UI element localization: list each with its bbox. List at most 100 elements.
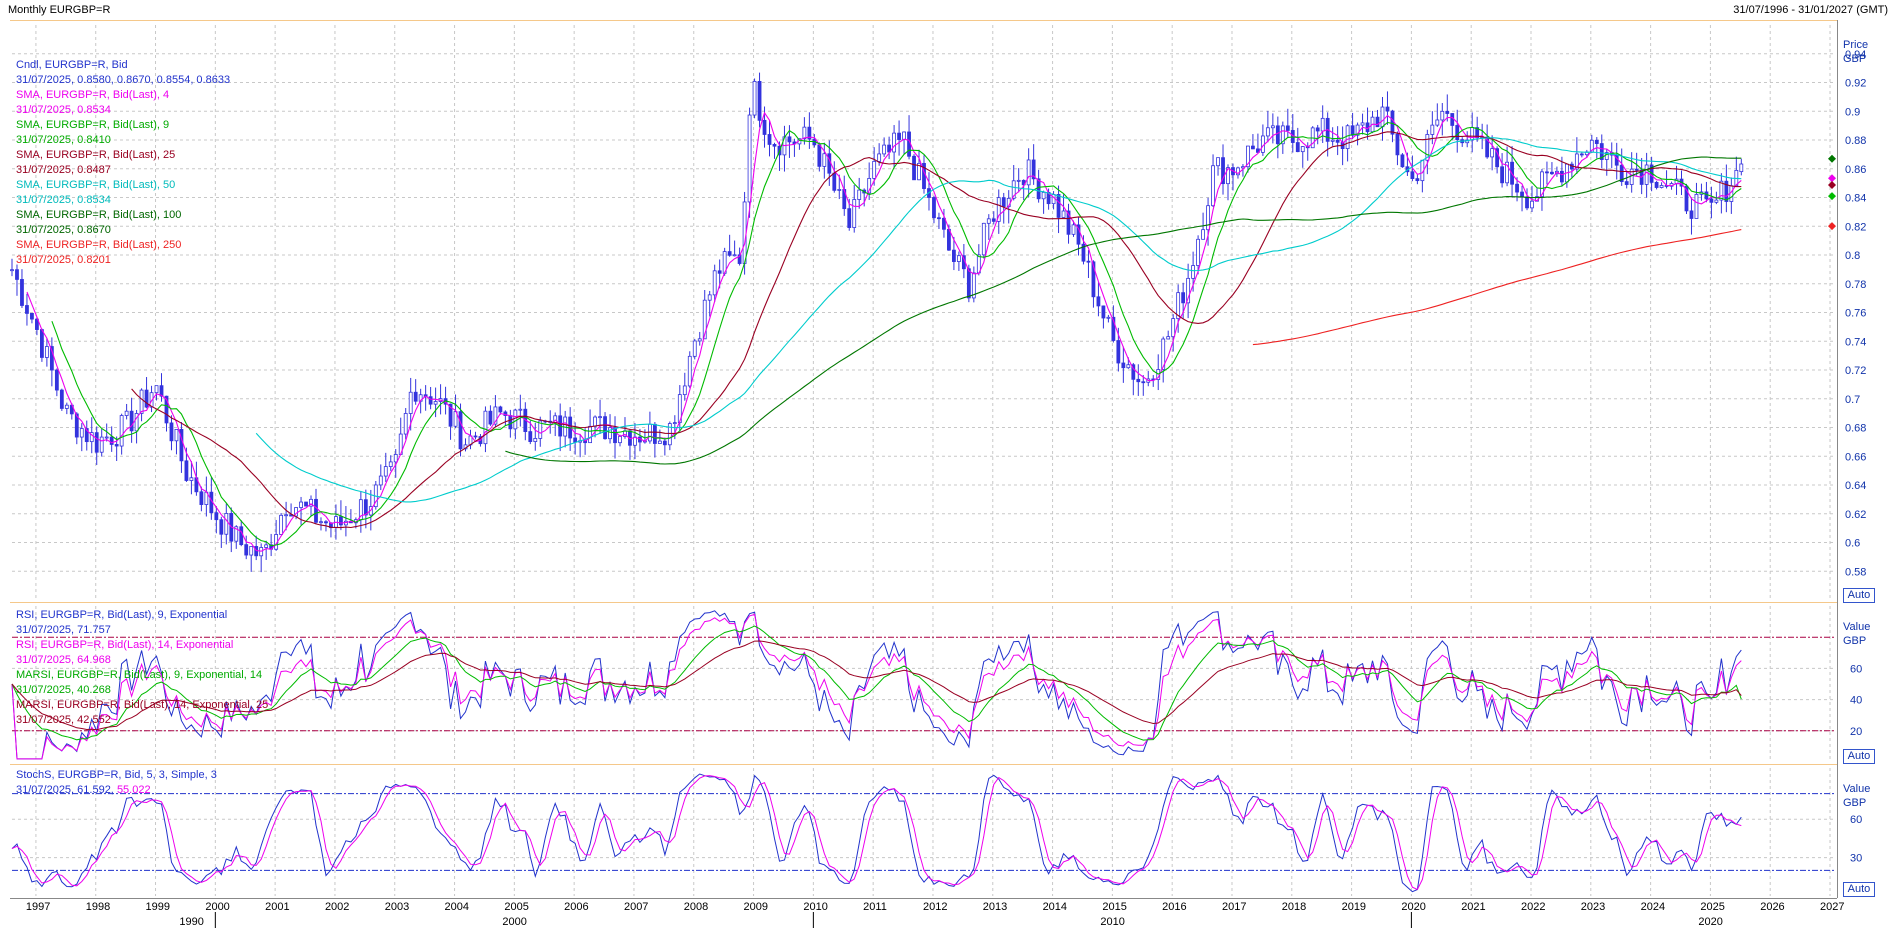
- candle-body-297[interactable]: [1490, 148, 1495, 158]
- candle-body-84[interactable]: [428, 396, 433, 405]
- candle-body-248[interactable]: [1246, 145, 1250, 168]
- candle-body-269[interactable]: [1350, 125, 1355, 136]
- candle-body-93[interactable]: [473, 435, 478, 438]
- candle-body-164[interactable]: [827, 153, 832, 174]
- candle-body-318[interactable]: [1594, 139, 1599, 144]
- candle-body-347[interactable]: [1739, 163, 1744, 173]
- candle-body-212[interactable]: [1066, 210, 1071, 235]
- candle-body-130[interactable]: [657, 440, 662, 444]
- candle-body-285[interactable]: [1430, 124, 1435, 135]
- candle-body-181[interactable]: [912, 155, 916, 181]
- candle-body-235[interactable]: [1181, 292, 1186, 304]
- candle-body-341[interactable]: [1709, 198, 1714, 203]
- candle-body-150[interactable]: [757, 81, 762, 121]
- candle-body-204[interactable]: [1026, 159, 1031, 186]
- marsi-14-line[interactable]: [11, 640, 1742, 731]
- candle-body-277[interactable]: [1390, 110, 1395, 135]
- candle-body-152[interactable]: [767, 134, 772, 145]
- candle-body-202[interactable]: [1016, 179, 1021, 182]
- candle-body-79[interactable]: [403, 413, 408, 435]
- candle-body-192[interactable]: [966, 268, 971, 299]
- candle-body-43[interactable]: [224, 513, 229, 535]
- candle-body-101[interactable]: [513, 409, 518, 430]
- candle-body-58[interactable]: [299, 501, 303, 508]
- candle-body-135[interactable]: [682, 385, 687, 396]
- candle-body-100[interactable]: [508, 415, 513, 430]
- candle-body-178[interactable]: [897, 132, 901, 140]
- candle-body-26[interactable]: [139, 389, 144, 414]
- candle-body-13[interactable]: [74, 413, 79, 438]
- candle-body-22[interactable]: [119, 415, 124, 447]
- candle-body-206[interactable]: [1036, 178, 1041, 200]
- candle-body-168[interactable]: [847, 208, 852, 228]
- candle-body-336[interactable]: [1684, 185, 1689, 212]
- candle-body-18[interactable]: [99, 436, 104, 453]
- candle-body-45[interactable]: [234, 526, 239, 542]
- sma-100-line[interactable]: [505, 156, 1742, 465]
- candle-body-51[interactable]: [264, 544, 269, 548]
- candle-body-215[interactable]: [1081, 243, 1086, 262]
- candle-body-34[interactable]: [179, 428, 184, 462]
- price-auto-scale-button[interactable]: Auto: [1843, 588, 1875, 603]
- candle-body-159[interactable]: [802, 126, 807, 140]
- candle-body-249[interactable]: [1251, 145, 1255, 150]
- candle-body-74[interactable]: [378, 475, 383, 486]
- candle-body-238[interactable]: [1196, 238, 1200, 266]
- candle-body-131[interactable]: [662, 440, 667, 446]
- candle-body-132[interactable]: [667, 423, 672, 446]
- candle-body-160[interactable]: [807, 126, 812, 140]
- candle-body-118[interactable]: [598, 416, 602, 419]
- sma-series[interactable]: [26, 111, 1836, 552]
- candle-body-195[interactable]: [981, 222, 986, 256]
- candle-body-237[interactable]: [1191, 265, 1196, 279]
- candle-body-211[interactable]: [1061, 210, 1066, 218]
- candle-body-288[interactable]: [1445, 110, 1450, 114]
- candle-body-32[interactable]: [169, 422, 174, 442]
- candle-body-284[interactable]: [1425, 134, 1430, 161]
- candle-body-156[interactable]: [787, 136, 792, 143]
- candle-body-201[interactable]: [1011, 180, 1016, 199]
- candle-body-246[interactable]: [1236, 167, 1240, 176]
- marsi-9-line[interactable]: [11, 625, 1742, 741]
- candle-body-146[interactable]: [737, 254, 742, 264]
- candle-body-242[interactable]: [1216, 157, 1220, 167]
- sma-250-line[interactable]: [1252, 229, 1742, 346]
- candle-body-252[interactable]: [1265, 127, 1270, 137]
- candle-body-309[interactable]: [1550, 171, 1554, 175]
- candle-body-319[interactable]: [1599, 143, 1604, 160]
- candle-body-190[interactable]: [956, 255, 961, 262]
- candle-body-287[interactable]: [1440, 110, 1445, 121]
- candle-body-105[interactable]: [533, 438, 538, 442]
- candle-body-340[interactable]: [1704, 191, 1709, 200]
- candle-body-262[interactable]: [1315, 127, 1320, 132]
- candle-body-259[interactable]: [1300, 146, 1305, 153]
- candle-body-42[interactable]: [219, 519, 224, 535]
- candle-body-186[interactable]: [937, 217, 941, 220]
- candle-body-236[interactable]: [1186, 277, 1191, 304]
- candle-body-140[interactable]: [707, 294, 712, 301]
- candle-body-187[interactable]: [942, 217, 946, 230]
- candle-body-225[interactable]: [1131, 364, 1136, 380]
- candle-body-223[interactable]: [1121, 362, 1126, 369]
- candle-body-326[interactable]: [1634, 168, 1639, 171]
- rsi-14-line[interactable]: [11, 613, 1742, 760]
- candle-body-139[interactable]: [702, 299, 707, 340]
- candle-body-48[interactable]: [249, 546, 254, 556]
- candle-body-1[interactable]: [15, 269, 19, 280]
- candle-body-102[interactable]: [518, 408, 523, 411]
- candle-body-77[interactable]: [393, 454, 398, 463]
- candle-body-271[interactable]: [1360, 122, 1365, 126]
- candle-body-290[interactable]: [1455, 125, 1460, 141]
- candle-body-75[interactable]: [383, 466, 388, 477]
- candle-body-196[interactable]: [986, 218, 991, 224]
- candle-body-263[interactable]: [1320, 117, 1325, 132]
- candle-body-7[interactable]: [44, 346, 49, 358]
- candle-body-145[interactable]: [732, 254, 737, 257]
- candle-body-60[interactable]: [309, 498, 313, 507]
- candle-body-3[interactable]: [25, 305, 29, 314]
- sma-25-line[interactable]: [131, 131, 1742, 529]
- candle-body-149[interactable]: [752, 81, 757, 116]
- candle-body-21[interactable]: [114, 444, 119, 447]
- candle-body-233[interactable]: [1171, 318, 1176, 338]
- candle-body-232[interactable]: [1166, 336, 1171, 340]
